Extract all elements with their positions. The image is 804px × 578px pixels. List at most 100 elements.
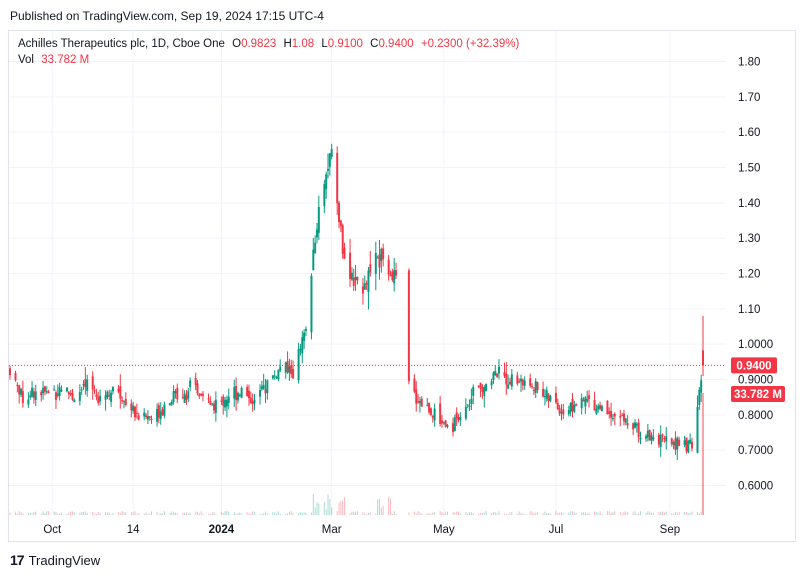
volume-bar bbox=[71, 511, 73, 515]
candle-body bbox=[428, 402, 431, 413]
volume-bar bbox=[685, 511, 687, 515]
candle-body bbox=[637, 422, 640, 438]
candle-body bbox=[652, 437, 655, 440]
volume-bar bbox=[555, 511, 557, 515]
volume-bar bbox=[658, 511, 660, 515]
y-tick-label: 1.20 bbox=[738, 269, 760, 281]
candle-body bbox=[133, 406, 136, 418]
volume-bar bbox=[163, 511, 165, 515]
volume-bar bbox=[698, 513, 700, 515]
volume-bar bbox=[66, 513, 68, 515]
volume-bar bbox=[549, 513, 551, 515]
volume-bar bbox=[511, 511, 513, 515]
candle-body bbox=[608, 411, 611, 414]
volume-bar bbox=[485, 511, 487, 515]
volume-bar bbox=[147, 513, 149, 515]
candle-body bbox=[534, 381, 537, 393]
volume-bar bbox=[597, 513, 599, 515]
x-tick-label: Oct bbox=[43, 524, 62, 536]
candle-body bbox=[286, 361, 289, 373]
volume-label: Vol bbox=[18, 54, 34, 66]
volume-bar bbox=[415, 513, 417, 515]
volume-bar bbox=[364, 513, 366, 515]
candle-body bbox=[200, 394, 203, 396]
candle-body bbox=[91, 376, 94, 390]
candle-body bbox=[108, 395, 111, 397]
volume-bar bbox=[310, 512, 312, 515]
candle-body bbox=[466, 404, 469, 406]
volume-bar bbox=[676, 512, 678, 515]
candle-body bbox=[150, 418, 153, 420]
volume-bar bbox=[70, 511, 72, 515]
volume-bar bbox=[156, 511, 158, 515]
volume-bar bbox=[691, 511, 693, 515]
candle-body bbox=[40, 392, 43, 396]
candle-body bbox=[477, 385, 480, 387]
volume-bar bbox=[446, 511, 448, 515]
candle-body bbox=[119, 386, 122, 399]
volume-bar bbox=[583, 512, 585, 515]
candle-body bbox=[621, 415, 624, 417]
candle-body bbox=[339, 220, 342, 227]
candle-body bbox=[676, 437, 679, 450]
footer-brand[interactable]: 17 TradingView bbox=[10, 552, 100, 568]
candle-body bbox=[29, 395, 32, 398]
volume-bar bbox=[338, 502, 340, 515]
candle-body bbox=[363, 283, 366, 290]
volume-bar bbox=[125, 511, 127, 515]
volume-bar bbox=[483, 512, 485, 515]
candle-body bbox=[646, 430, 649, 438]
candle-body bbox=[571, 398, 574, 412]
candle-body bbox=[521, 379, 524, 386]
candle-body bbox=[586, 398, 589, 402]
candle-body bbox=[376, 257, 379, 259]
candle-body bbox=[672, 442, 675, 446]
volume-bar bbox=[92, 511, 94, 515]
volume-bar bbox=[524, 513, 526, 515]
candle-body bbox=[354, 276, 357, 281]
candle-body bbox=[235, 386, 238, 400]
volume-bar bbox=[344, 497, 346, 515]
volume-bar bbox=[325, 509, 327, 515]
volume-bar bbox=[222, 513, 224, 515]
volume-bar bbox=[432, 512, 434, 515]
volume-bar bbox=[568, 512, 570, 515]
candle-body bbox=[683, 440, 686, 446]
x-tick-label: Sep bbox=[660, 524, 680, 536]
volume-bar bbox=[491, 513, 493, 515]
volume-bar bbox=[187, 513, 189, 515]
candle-body bbox=[176, 387, 179, 400]
candle-body bbox=[523, 380, 526, 386]
candle-body bbox=[299, 348, 302, 351]
volume-bar bbox=[246, 512, 248, 515]
volume-bar bbox=[492, 511, 494, 515]
candle-body bbox=[659, 435, 662, 447]
candle-body bbox=[485, 383, 488, 392]
candle-body bbox=[622, 413, 625, 422]
candle-body bbox=[678, 439, 681, 446]
candle-body bbox=[481, 387, 484, 392]
volume-bar bbox=[391, 513, 393, 515]
close-value: 0.9400 bbox=[378, 38, 414, 50]
candle-body bbox=[483, 386, 486, 396]
volume-bar bbox=[226, 511, 228, 515]
volume-bar bbox=[266, 513, 268, 515]
volume-bar bbox=[298, 513, 300, 515]
candle-body bbox=[505, 373, 508, 385]
volume-bar bbox=[272, 512, 274, 515]
volume-bar bbox=[331, 507, 333, 515]
low-label: L bbox=[321, 38, 328, 50]
volume-bar bbox=[292, 512, 294, 515]
candle-body bbox=[189, 380, 192, 388]
candle-body bbox=[543, 396, 546, 398]
candle-body bbox=[545, 390, 548, 399]
candle-body bbox=[213, 403, 216, 411]
volume-bar bbox=[121, 511, 123, 515]
volume-bar bbox=[421, 513, 423, 515]
candle-body bbox=[696, 406, 699, 453]
candle-body bbox=[567, 410, 570, 415]
candle-body bbox=[132, 405, 135, 411]
candle-body bbox=[470, 398, 473, 404]
candle-body bbox=[595, 409, 598, 414]
